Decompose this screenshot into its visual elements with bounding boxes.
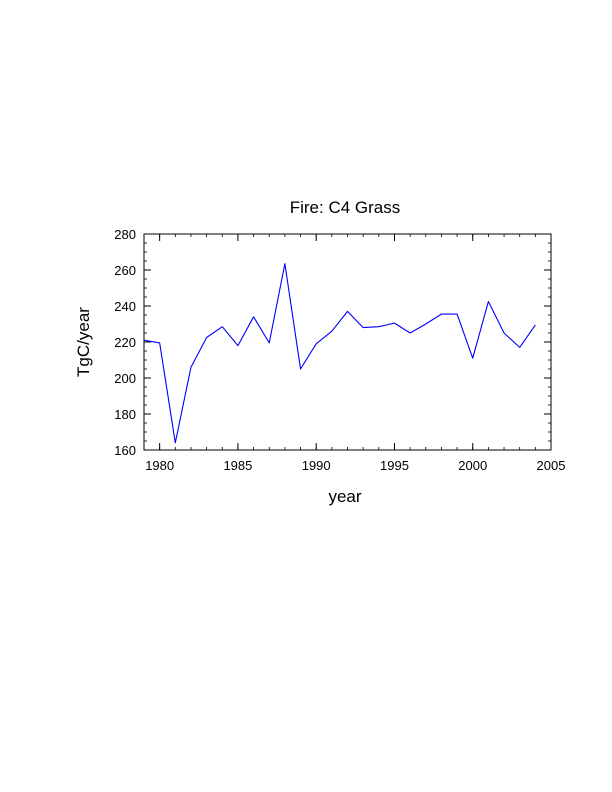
y-tick-label: 220 — [114, 335, 136, 350]
x-tick-label: 1995 — [380, 458, 409, 473]
x-tick-label: 1985 — [223, 458, 252, 473]
y-axis: 160 180 200 220 240 260 280 — [114, 227, 551, 458]
y-tick-label: 160 — [114, 443, 136, 458]
series-line — [143, 263, 536, 444]
x-tick-label: 2000 — [458, 458, 487, 473]
y-tick-label: 240 — [114, 299, 136, 314]
y-tick-label: 280 — [114, 227, 136, 242]
series-layer — [143, 263, 536, 444]
x-tick-label: 2005 — [537, 458, 566, 473]
x-tick-label: 1980 — [145, 458, 174, 473]
y-tick-label: 260 — [114, 263, 136, 278]
y-axis-title: TgC/year — [74, 307, 93, 377]
plot-frame — [143, 233, 552, 451]
y-tick-label: 180 — [114, 407, 136, 422]
x-tick-label: 1990 — [302, 458, 331, 473]
chart-title: Fire: C4 Grass — [290, 198, 401, 217]
x-axis-title: year — [328, 487, 361, 506]
y-tick-label: 200 — [114, 371, 136, 386]
x-axis: 1980 1985 1990 1995 2000 2005 — [143, 234, 566, 473]
plot-border — [143, 233, 552, 451]
